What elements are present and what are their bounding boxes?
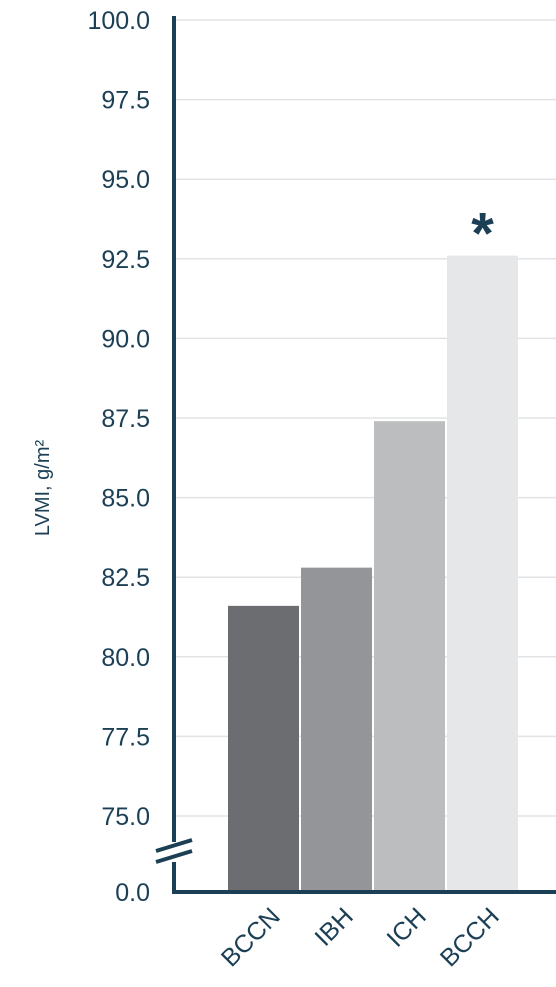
y-tick-labels: 0.0 75.0 77.5 80.0 82.5 85.0 87.5 90.0 92.5 95.0 9… [87, 7, 150, 907]
bar-bcch [447, 255, 518, 893]
bar-ibh [301, 567, 372, 892]
y-tick-label: 95.0 [101, 166, 150, 194]
y-tick-label: 85.0 [101, 485, 150, 513]
x-tick-labels: BCCN IBH ICH BCCH [216, 902, 505, 972]
y-tick-label: 0.0 [115, 879, 150, 907]
y-tick-label: 90.0 [101, 325, 150, 353]
y-tick-label: 80.0 [101, 644, 150, 672]
bar-ich [374, 421, 445, 892]
bar-bccn [228, 605, 299, 892]
axis-break-mark [155, 838, 193, 864]
y-tick-label: 87.5 [101, 405, 150, 433]
y-tick-label: 97.5 [101, 87, 150, 115]
y-tick-label: 75.0 [101, 803, 150, 831]
y-tick-label: 92.5 [101, 246, 150, 274]
annotations: * [471, 202, 494, 267]
y-tick-label: 100.0 [87, 7, 150, 35]
y-tick-label: 77.5 [101, 723, 150, 751]
significance-asterisk: * [471, 202, 494, 267]
axes [155, 16, 556, 894]
y-tick-label: 82.5 [101, 564, 150, 592]
x-tick-label: BCCN [216, 902, 286, 972]
y-axis-title: LVMI, g/m² [32, 440, 54, 537]
bars [228, 255, 518, 893]
x-tick-label: IBH [309, 902, 358, 951]
x-tick-label: BCCH [435, 902, 505, 972]
x-tick-label: ICH [381, 902, 431, 952]
